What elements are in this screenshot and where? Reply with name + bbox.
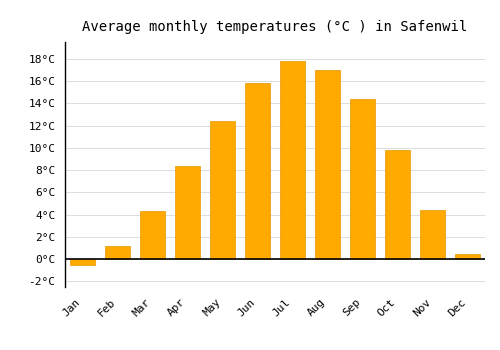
Bar [140, 211, 165, 259]
Bar [385, 150, 410, 259]
Bar [210, 121, 235, 259]
Bar [350, 99, 375, 259]
Bar [176, 166, 200, 259]
Bar [420, 210, 445, 259]
Bar [70, 259, 95, 265]
Bar [455, 254, 480, 259]
Bar [280, 61, 305, 259]
Bar [245, 83, 270, 259]
Bar [105, 246, 130, 259]
Bar [316, 70, 340, 259]
Title: Average monthly temperatures (°C ) in Safenwil: Average monthly temperatures (°C ) in Sa… [82, 20, 468, 34]
